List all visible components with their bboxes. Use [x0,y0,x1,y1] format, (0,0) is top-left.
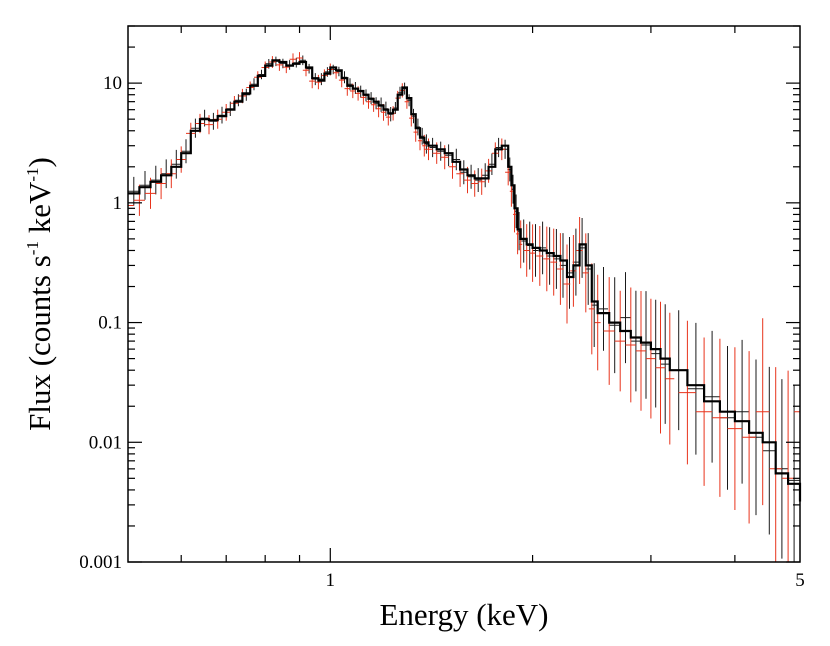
plot-frame [127,25,801,563]
data-point [620,272,631,364]
data-point [467,164,475,189]
data-point [209,112,218,130]
data-point [557,233,564,305]
data-point [762,366,776,535]
data-point [315,74,322,90]
data-point [727,347,743,510]
data-point [550,228,558,296]
data-point [646,298,656,419]
data-point [543,226,551,292]
series-data-set-1 [128,55,800,562]
x-axis-label: Energy (keV) [379,597,548,632]
y-tick-label: 0.001 [79,552,122,573]
data-point [139,171,151,200]
data-point [625,287,636,403]
y-axis-label-suffix: ) [22,157,57,167]
y-tick-label: 1 [113,193,123,214]
data-point [609,277,621,374]
data-point [635,291,646,411]
data-point [444,144,453,166]
data-point [155,168,167,200]
data-point [563,244,571,324]
data-point [523,224,530,277]
data-point [257,69,266,80]
data-point [460,160,468,185]
data-point [603,277,615,385]
data-point [630,290,641,392]
data-point [529,224,536,282]
data-point [128,176,140,206]
data-point [594,274,601,371]
data-point [641,291,651,399]
model-line [128,59,802,502]
data-point [299,55,306,66]
data-point [665,312,675,445]
y-tick-label: 10 [103,73,122,94]
data-point [436,141,445,161]
data-point [150,165,162,195]
x-tick-label: 1 [326,570,336,591]
tick-layer [128,25,800,563]
y-tick-label: 0.01 [89,432,122,453]
data-point [756,318,770,506]
y-axis-label-mid: keV [22,181,57,241]
tick-label-layer: 10 1 0.1 0.01 0.001 1 5 [79,73,805,591]
data-point [429,137,436,158]
y-axis-label-sup1: -1 [23,241,42,255]
y-tick-label: 0.1 [98,313,122,334]
data-point [660,304,670,424]
data-point [614,290,626,392]
data-point [171,149,182,179]
data-point [521,219,526,263]
data-point [536,226,544,286]
data-point [650,299,661,408]
data-point [481,163,489,188]
data-point [488,153,496,175]
data-point [242,88,251,101]
data-point [781,370,795,562]
data-point [704,330,720,463]
series-data-set-2 [127,52,801,562]
data-point [678,320,696,465]
data-point [695,337,713,486]
data-point [655,301,666,434]
data-point [190,118,200,138]
data-point [478,168,486,195]
x-tick-label: 5 [795,570,805,591]
data-point [532,224,539,277]
data-layer [127,52,801,562]
y-axis-label: Flux (counts s-1 keV-1) [22,157,57,431]
data-point [712,338,728,497]
y-axis-label-prefix: Flux (counts s [22,255,57,431]
y-axis-label-sup2: -1 [23,167,42,181]
data-point [788,384,800,562]
model-layer [128,59,802,502]
data-point [742,351,756,524]
data-point [734,339,750,484]
data-point [598,267,608,351]
data-point [474,168,482,192]
data-point [127,189,134,222]
data-point [250,78,258,91]
data-point [687,322,705,455]
